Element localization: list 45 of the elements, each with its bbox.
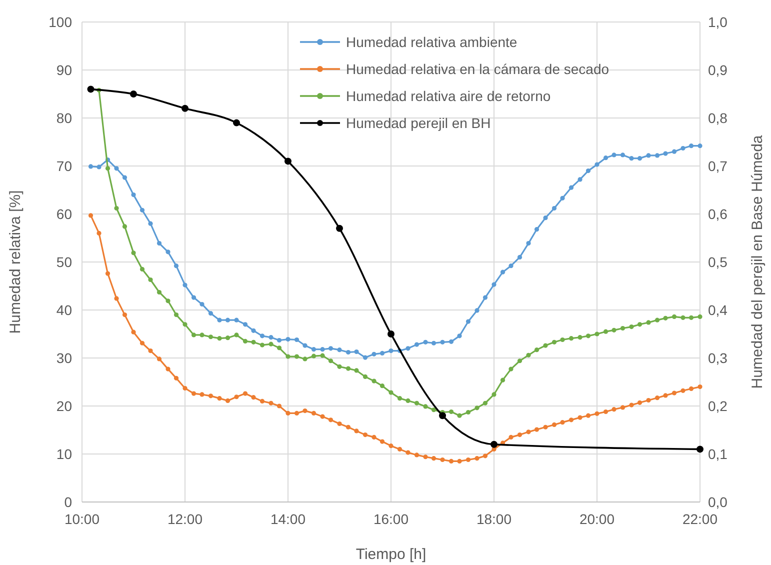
y2-tick-label: 0,0 [708,494,728,510]
y-tick-label: 80 [56,110,72,126]
y2-tick-label: 0,8 [708,110,728,126]
x-tick-label: 22:00 [682,511,718,527]
y2-tick-label: 0,1 [708,446,728,462]
y-tick-label: 90 [56,62,72,78]
legend-label: Humedad perejil en BH [346,114,491,131]
y-tick-label: 10 [56,446,72,462]
y-tick-label: 100 [48,14,72,30]
point [439,412,446,420]
y-tick-label: 0 [64,494,72,510]
y2-tick-label: 0,7 [708,158,728,174]
x-tick-label: 18:00 [476,511,512,527]
legend-label: Humedad relativa aire de retorno [346,88,551,104]
y2-tick-label: 0,3 [708,350,728,366]
y2-tick-label: 0,2 [708,398,728,414]
y-tick-label: 30 [56,350,72,366]
y2-tick-label: 0,9 [708,62,728,78]
point [388,330,394,338]
y-tick-label: 70 [56,158,72,174]
y2-axis-title: Humedad del perejil en Base Húmeda [749,134,766,389]
x-axis-title: Tiempo [h] [356,546,426,563]
point [696,446,704,453]
y-tick-label: 40 [56,302,72,318]
y-tick-label: 50 [56,254,72,270]
point [284,158,292,165]
x-tick-label: 14:00 [270,511,306,527]
x-tick-label: 12:00 [167,511,203,527]
x-tick-label: 16:00 [373,511,409,527]
y2-tick-label: 0,6 [708,206,728,222]
x-tick-label: 10:00 [64,511,100,527]
x-tick-label: 20:00 [579,511,615,527]
point [182,104,188,112]
y2-tick-label: 0,4 [708,302,728,318]
legend-label: Humedad relativa ambiente [346,34,518,50]
point [336,224,343,232]
y-tick-label: 60 [56,206,72,222]
y-tick-label: 20 [56,398,72,414]
legend-label: Humedad relativa en la cámara de secado [346,60,610,77]
y2-tick-label: 0,5 [708,254,728,270]
y-axis-title: Humedad relativa [%] [7,190,24,334]
point [130,90,137,98]
point [490,440,498,448]
point [233,119,240,126]
y2-tick-label: 1,0 [708,14,728,30]
